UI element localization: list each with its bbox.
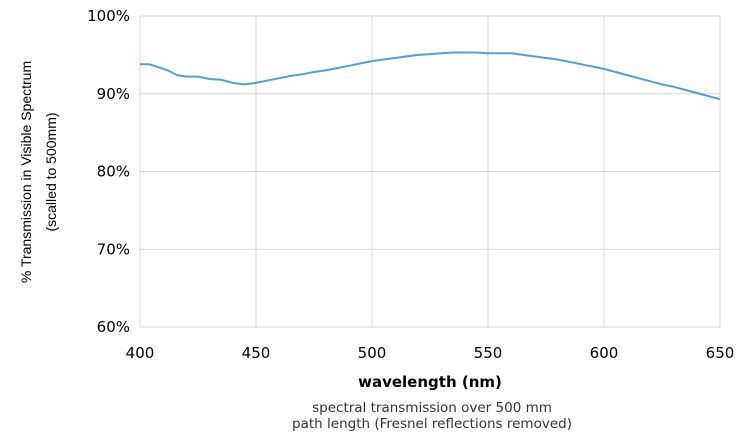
y-tick-labels: 60% 70% 80% 90% 100%	[87, 7, 130, 336]
x-tick-label: 450	[242, 344, 271, 362]
x-tick-label: 400	[126, 344, 155, 362]
y-axis-title-line-1: % Transmission in Visible Spectrum	[18, 61, 34, 283]
transmission-series-line	[140, 51, 721, 101]
chart-caption-line-1: spectral transmission over 500 mm	[312, 400, 552, 416]
chart-caption-line-2: path length (Fresnel reflections removed…	[292, 416, 572, 432]
x-tick-label: 650	[706, 344, 735, 362]
x-tick-label: 550	[474, 344, 503, 362]
y-tick-label: 90%	[97, 85, 130, 103]
x-tick-labels: 400 450 500 550 600 650	[126, 344, 735, 362]
y-tick-label: 80%	[97, 163, 130, 181]
y-tick-label: 60%	[97, 318, 130, 336]
gridlines	[139, 15, 721, 328]
x-axis-title: wavelength (nm)	[358, 373, 502, 391]
x-tick-label: 600	[590, 344, 619, 362]
x-tick-label: 500	[358, 344, 387, 362]
y-tick-label: 100%	[87, 7, 130, 25]
y-axis-title-line-2: (scalled to 500mm)	[43, 112, 59, 231]
y-tick-label: 70%	[97, 240, 130, 258]
